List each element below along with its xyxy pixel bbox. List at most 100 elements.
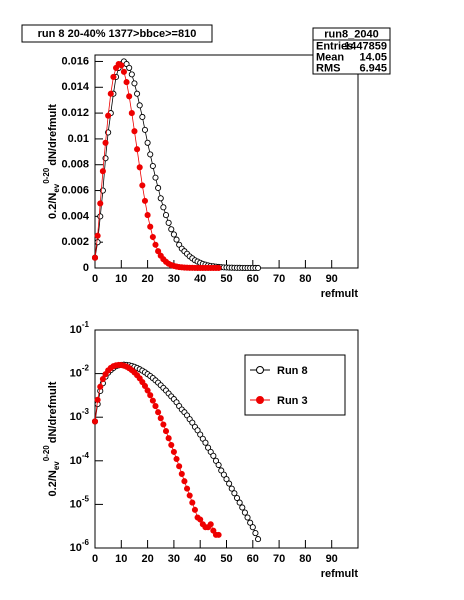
data-point bbox=[255, 536, 262, 543]
data-point bbox=[160, 421, 167, 428]
data-point bbox=[220, 471, 227, 478]
y-tick-label: 0.002 bbox=[61, 236, 89, 248]
legend-label: Run 8 bbox=[277, 365, 308, 377]
x-tick-label: 20 bbox=[141, 553, 153, 565]
data-point bbox=[134, 90, 141, 97]
data-point bbox=[210, 452, 217, 459]
y-axis-label: 0.2/Nev0-20dN/drefmult bbox=[42, 381, 61, 496]
data-point bbox=[147, 392, 154, 399]
data-point bbox=[134, 146, 141, 153]
y-tick-label: 0.01 bbox=[68, 133, 89, 145]
y-tick-label: 0 bbox=[83, 262, 89, 274]
stats-value: 14.05 bbox=[359, 51, 387, 63]
data-point bbox=[155, 409, 162, 416]
chart-title: run 8 20-40% 1377>bbce>=810 bbox=[38, 28, 197, 40]
data-point bbox=[141, 197, 149, 204]
data-point bbox=[189, 499, 196, 506]
y-tick-label: 10-4 bbox=[70, 451, 90, 467]
y-tick-label: 0.016 bbox=[61, 55, 89, 67]
data-point bbox=[178, 470, 185, 477]
data-point bbox=[149, 233, 156, 241]
data-point bbox=[244, 514, 251, 521]
data-point bbox=[207, 521, 214, 528]
y-tick-exponent: -5 bbox=[82, 495, 90, 504]
x-tick-label: 60 bbox=[247, 273, 259, 285]
x-tick-label: 40 bbox=[194, 273, 206, 285]
y-label-base: 0.2/N bbox=[47, 193, 59, 219]
data-point bbox=[155, 248, 162, 255]
data-point bbox=[94, 239, 101, 246]
x-tick-label: 0 bbox=[92, 553, 98, 565]
data-point bbox=[165, 435, 172, 442]
data-point bbox=[91, 254, 99, 261]
y-axis-label: 0.2/Nev0-20dN/drefmult bbox=[42, 104, 61, 219]
stats-box bbox=[312, 27, 391, 75]
data-point bbox=[215, 264, 222, 272]
x-tick-label: 90 bbox=[326, 553, 338, 565]
data-point bbox=[241, 509, 248, 516]
data-point bbox=[149, 162, 156, 170]
data-point bbox=[223, 476, 230, 483]
y-tick-label: 0.008 bbox=[61, 159, 89, 171]
data-point bbox=[152, 241, 159, 248]
data-point bbox=[228, 485, 235, 492]
x-axis-label: refmult bbox=[321, 568, 359, 580]
y-tick-label: 10-6 bbox=[70, 538, 90, 554]
data-point bbox=[168, 441, 175, 449]
data-point bbox=[131, 80, 138, 87]
y-label-base: 0.2/N bbox=[47, 470, 59, 496]
stats-label: Entries bbox=[316, 40, 353, 52]
y-label-sup: 0-20 bbox=[42, 445, 51, 462]
x-tick-label: 10 bbox=[115, 273, 127, 285]
data-point bbox=[141, 382, 149, 390]
y-tick-base: 10 bbox=[70, 498, 82, 510]
data-point bbox=[157, 195, 164, 202]
x-tick-label: 50 bbox=[220, 553, 232, 565]
data-point bbox=[94, 396, 101, 403]
data-point bbox=[226, 480, 233, 487]
data-point bbox=[173, 455, 180, 463]
y-label-sub: ev bbox=[52, 461, 61, 470]
data-point bbox=[212, 457, 220, 464]
stats-title: run8_2040 bbox=[324, 28, 378, 40]
y-tick-exponent: -6 bbox=[82, 538, 90, 547]
data-point bbox=[91, 418, 99, 425]
data-point bbox=[170, 231, 177, 238]
x-tick-label: 20 bbox=[141, 273, 153, 285]
data-point bbox=[99, 168, 106, 175]
data-point bbox=[152, 403, 159, 410]
legend-marker bbox=[256, 366, 264, 374]
y-tick-exponent: -2 bbox=[82, 364, 90, 373]
stats-label: RMS bbox=[316, 62, 340, 74]
data-point bbox=[181, 478, 188, 485]
data-point bbox=[231, 490, 238, 497]
data-point bbox=[236, 499, 243, 506]
x-tick-label: 0 bbox=[92, 273, 98, 285]
data-point bbox=[144, 387, 151, 394]
data-point bbox=[189, 419, 196, 426]
data-point bbox=[194, 427, 201, 434]
x-tick-label: 80 bbox=[299, 273, 311, 285]
data-point bbox=[102, 139, 109, 146]
data-point bbox=[144, 139, 151, 146]
data-point bbox=[160, 204, 167, 211]
y-tick-label: 0.012 bbox=[61, 107, 89, 119]
y-tick-base: 10 bbox=[70, 542, 82, 554]
data-point bbox=[126, 93, 133, 100]
data-point bbox=[152, 174, 159, 181]
data-point bbox=[155, 184, 162, 192]
x-tick-label: 70 bbox=[273, 553, 285, 565]
x-tick-label: 40 bbox=[194, 553, 206, 565]
data-point bbox=[252, 530, 259, 537]
data-point bbox=[141, 126, 149, 133]
data-point bbox=[118, 62, 125, 69]
x-tick-label: 60 bbox=[247, 553, 259, 565]
data-point bbox=[162, 428, 170, 435]
data-point bbox=[247, 519, 254, 526]
data-point bbox=[131, 128, 138, 135]
data-point bbox=[147, 151, 154, 158]
data-point bbox=[205, 444, 212, 451]
x-axis-label: refmult bbox=[321, 288, 359, 300]
